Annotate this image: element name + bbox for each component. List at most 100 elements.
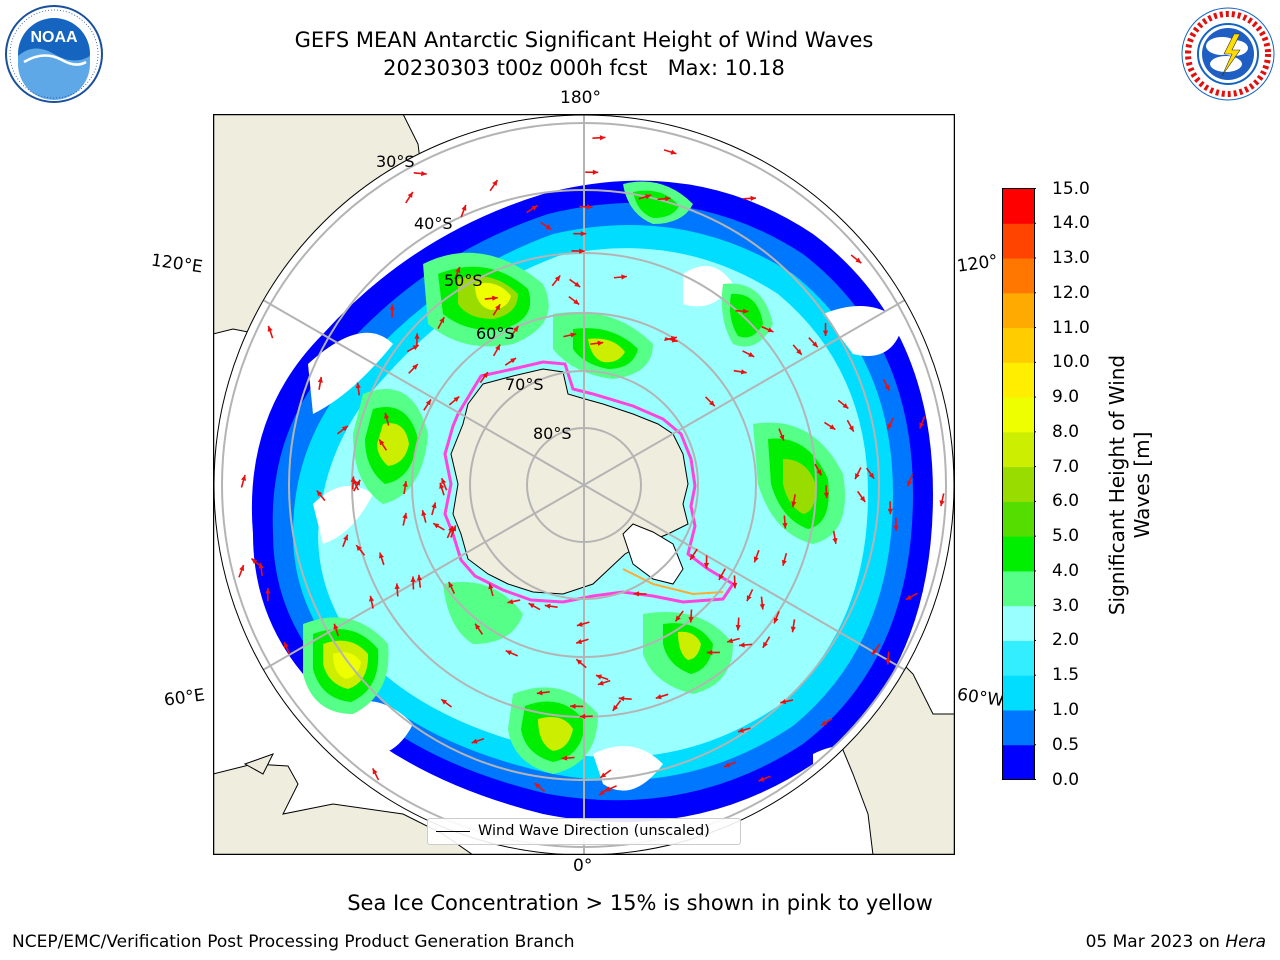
wind-wave-arrow-head xyxy=(448,581,454,588)
wind-wave-arrow-head xyxy=(394,583,400,590)
wind-wave-arrow-head xyxy=(574,281,581,287)
wind-wave-arrow-head xyxy=(455,266,461,273)
colorbar-tick-label: 5.0 xyxy=(1052,526,1080,547)
wind-wave-arrow-head xyxy=(402,481,408,487)
wind-wave-arrow-head xyxy=(781,559,787,566)
wind-wave-arrow-head xyxy=(671,337,678,343)
colorbar-bin xyxy=(1002,327,1035,363)
wind-wave-arrow-head xyxy=(241,474,247,481)
wind-wave-arrow-head xyxy=(848,425,854,432)
wind-wave-arrow-head xyxy=(368,595,375,602)
wind-wave-arrow-head xyxy=(655,694,662,700)
lon-label-120w: 120° xyxy=(955,251,1000,277)
colorbar-bin xyxy=(1002,188,1035,224)
wind-wave-arrow-head xyxy=(790,626,796,633)
wind-wave-arrow-head xyxy=(554,275,561,282)
wind-wave-arrow-head xyxy=(316,490,323,497)
wind-wave-arrow-head xyxy=(884,384,890,391)
wind-wave-arrow-head xyxy=(753,556,759,563)
wind-wave-arrow-head xyxy=(791,501,797,508)
colorbar-tick-label: 0.0 xyxy=(1052,769,1080,790)
wind-wave-arrow-head xyxy=(570,703,576,709)
colorbar-bin xyxy=(1002,466,1035,502)
colorbar-bin xyxy=(1002,675,1035,711)
wind-wave-arrow-head xyxy=(709,400,715,407)
lat-label-40s: 40°S xyxy=(414,214,453,233)
wind-wave-arrow-head xyxy=(796,348,802,355)
wind-wave-arrow-head xyxy=(267,325,273,332)
wind-wave-direction-arrows xyxy=(238,135,945,796)
colorbar-bin xyxy=(1002,362,1035,398)
wind-wave-arrow-head xyxy=(599,789,606,796)
wind-wave-arrow-head xyxy=(448,526,453,533)
wind-wave-arrow-head xyxy=(495,304,501,311)
colorbar-bin xyxy=(1002,292,1035,329)
wind-wave-arrow-head xyxy=(402,512,408,519)
wind-wave-arrow-head xyxy=(410,576,416,582)
colorbar-bin xyxy=(1002,258,1035,294)
wind-wave-arrow-head xyxy=(675,615,681,622)
wind-wave-arrow-head xyxy=(372,768,378,775)
wind-wave-arrow-head xyxy=(356,545,362,551)
wind-wave-arrow-head xyxy=(534,783,541,789)
wind-wave-arrow-head xyxy=(750,195,757,201)
wind-wave-arrow-head xyxy=(855,473,860,480)
wind-wave-arrow-head xyxy=(592,169,599,175)
wind-wave-arrow-head xyxy=(544,603,551,609)
wind-wave-arrow-head xyxy=(453,396,460,403)
wind-wave-arrow-head xyxy=(576,621,583,627)
wind-wave-arrow-head xyxy=(724,762,731,768)
wind-wave-arrow-head xyxy=(495,344,501,351)
lat-label-50s: 50°S xyxy=(444,271,483,290)
wind-wave-arrow-head xyxy=(829,424,836,430)
wind-wave-arrow-head xyxy=(727,638,734,644)
lat-label-60s: 60°S xyxy=(476,324,515,343)
colorbar-bin xyxy=(1002,709,1035,746)
wind-wave-arrow-head xyxy=(816,469,822,476)
wind-wave-arrow-head xyxy=(579,248,585,254)
wind-wave-arrow-head xyxy=(664,196,671,202)
lon-label-60e: 60°E xyxy=(162,685,207,711)
wind-wave-arrow-head xyxy=(570,332,577,338)
wind-wave-arrow-head xyxy=(492,180,498,186)
wind-wave-arrow-head xyxy=(597,680,604,686)
wind-wave-arrow-head xyxy=(690,553,696,560)
wind-wave-arrow-head xyxy=(746,595,752,602)
wind-wave-arrow-head xyxy=(762,641,768,648)
wind-wave-arrow-head xyxy=(718,573,724,580)
wind-wave-arrow-head xyxy=(379,439,385,446)
wind-wave-arrow-head xyxy=(621,274,627,280)
wind-wave-arrow-head xyxy=(341,425,348,432)
wind-wave-arrow-head xyxy=(738,727,744,733)
wind-wave-arrow-head xyxy=(573,299,580,305)
run-date-text: 05 Mar 2023 on xyxy=(1085,932,1226,952)
wind-wave-arrow-head xyxy=(735,624,741,631)
sea-ice-inner-edge xyxy=(622,568,724,596)
wind-wave-arrow-head xyxy=(536,690,543,696)
lon-label-120e: 120°E xyxy=(149,250,204,278)
wind-wave-arrow-head xyxy=(887,423,893,430)
wind-wave-arrow-head xyxy=(439,482,445,489)
wind-wave-arrow-head xyxy=(855,257,862,264)
lon-label-180: 180° xyxy=(560,88,601,108)
legend-line-sample xyxy=(436,831,470,832)
wind-wave-arrow-head xyxy=(416,574,423,581)
wind-wave-arrow-head xyxy=(742,308,749,314)
wind-wave-arrow-head xyxy=(759,603,765,610)
wind-wave-arrow-head xyxy=(433,523,440,529)
wind-wave-arrow-head xyxy=(842,403,849,409)
run-machine: Hera xyxy=(1225,932,1266,952)
wind-wave-arrow-head xyxy=(384,412,390,419)
wind-wave-arrow-head xyxy=(355,479,361,486)
wind-wave-arrow-head xyxy=(706,649,713,656)
wind-wave-arrow-head xyxy=(732,582,738,589)
map-frame xyxy=(213,114,955,855)
colorbar-bin xyxy=(1002,501,1035,537)
wind-wave-arrow-head xyxy=(283,642,289,649)
wind-wave-arrow-head xyxy=(773,617,779,624)
wind-wave-arrow-head xyxy=(378,552,384,559)
wind-wave-arrow-head xyxy=(561,755,568,761)
wind-wave-arrow-head xyxy=(618,696,625,702)
producer-credit: NCEP/EMC/Verification Post Processing Pr… xyxy=(12,932,575,952)
